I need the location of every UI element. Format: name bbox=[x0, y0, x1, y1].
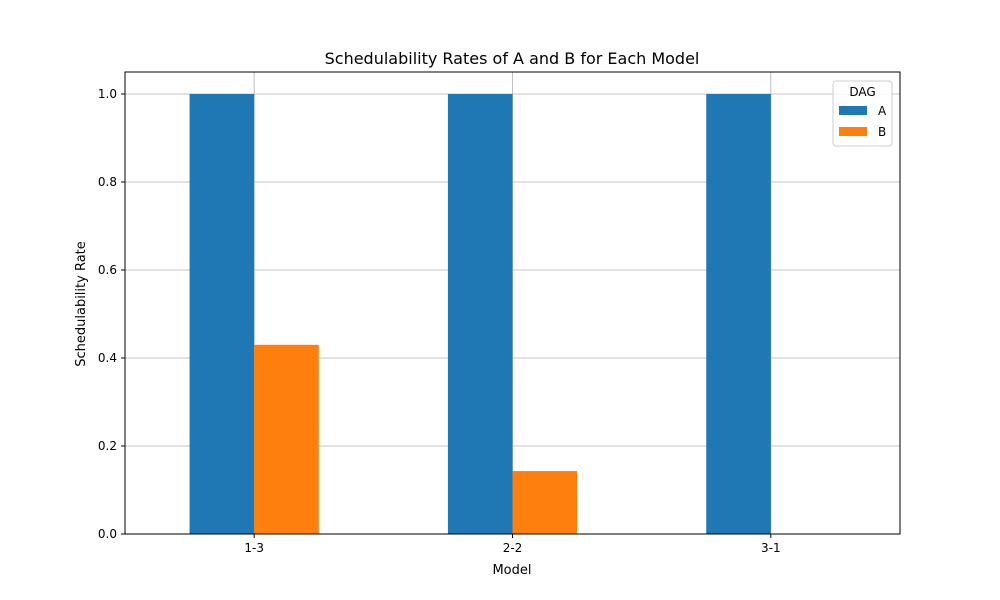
bar-A-1-3 bbox=[189, 94, 255, 534]
bar-B-2-2 bbox=[512, 471, 578, 534]
x-axis-label: Model bbox=[492, 563, 531, 578]
legend-swatch-B bbox=[839, 127, 867, 136]
x-axis: 1-3 2-2 3-1 bbox=[244, 534, 781, 555]
x-tick-label: 2-2 bbox=[503, 541, 523, 555]
y-tick-label: 1.0 bbox=[98, 87, 117, 101]
x-tick-label: 1-3 bbox=[244, 541, 264, 555]
y-tick-label: 0.6 bbox=[98, 263, 117, 277]
bar-A-3-1 bbox=[706, 94, 771, 534]
y-tick-label: 0.4 bbox=[98, 351, 117, 365]
legend-swatch-A bbox=[839, 106, 867, 115]
chart-title: Schedulability Rates of A and B for Each… bbox=[325, 49, 700, 68]
y-axis-label: Schedulability Rate bbox=[74, 241, 89, 367]
y-axis: 0.0 0.2 0.4 0.6 0.8 1.0 bbox=[98, 87, 125, 541]
legend-label-B: B bbox=[878, 125, 886, 139]
bars bbox=[189, 94, 771, 534]
y-tick-label: 0.0 bbox=[98, 527, 117, 541]
bar-A-2-2 bbox=[447, 94, 513, 534]
bar-B-1-3 bbox=[254, 344, 319, 534]
y-tick-label: 0.2 bbox=[98, 439, 117, 453]
legend-title: DAG bbox=[849, 85, 875, 99]
y-tick-label: 0.8 bbox=[98, 175, 117, 189]
legend-label-A: A bbox=[878, 104, 887, 118]
x-tick-label: 3-1 bbox=[761, 541, 781, 555]
